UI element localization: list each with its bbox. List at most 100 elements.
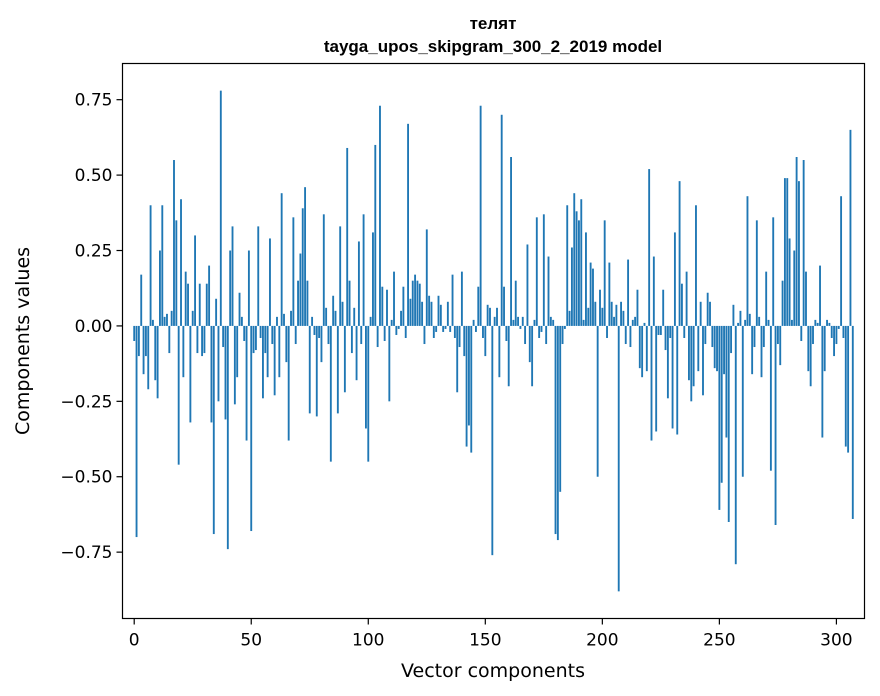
bar [753, 325, 756, 348]
bar [807, 325, 810, 372]
bar [641, 325, 644, 378]
bar [236, 325, 239, 378]
bar [688, 325, 690, 381]
bar [744, 319, 747, 326]
y-axis-label: Components values [12, 247, 34, 435]
bar [842, 325, 845, 338]
bar [451, 274, 454, 326]
bar [173, 160, 175, 326]
bar [828, 322, 831, 326]
y-tick-label: 0.75 [75, 91, 113, 111]
bar [606, 325, 608, 338]
bar [547, 256, 550, 326]
bar [776, 325, 779, 345]
bar [182, 325, 185, 378]
bar [224, 325, 227, 420]
bar [587, 307, 590, 326]
bar [477, 286, 480, 326]
bar [409, 298, 412, 326]
y-tick-label: −0.25 [60, 392, 112, 412]
bar [329, 325, 332, 462]
bar [549, 316, 552, 326]
bar [290, 310, 292, 326]
bar [762, 325, 765, 348]
bar [404, 325, 407, 338]
bar [594, 301, 597, 326]
bar [666, 325, 669, 399]
bar [505, 325, 508, 341]
bar [669, 325, 672, 338]
bar [617, 325, 620, 592]
x-tick-label: 100 [352, 631, 384, 651]
bar [301, 208, 304, 326]
bar [758, 316, 761, 326]
bar [219, 90, 222, 326]
bar [166, 313, 168, 326]
bar [498, 325, 501, 378]
y-tick-label: −0.75 [60, 543, 112, 563]
bar [245, 325, 248, 441]
bar [517, 316, 520, 326]
bar [542, 214, 545, 326]
bar [229, 250, 232, 326]
bar [821, 325, 824, 438]
bar [327, 325, 330, 345]
bar [140, 274, 143, 326]
bar [168, 325, 171, 354]
bar [388, 325, 391, 402]
x-tick-label: 250 [703, 631, 735, 651]
bar [620, 301, 622, 326]
bar [210, 325, 213, 423]
bar [622, 310, 625, 326]
bar [524, 325, 527, 345]
bar [531, 325, 534, 387]
bar [325, 307, 328, 326]
bar [552, 319, 555, 326]
bar [425, 229, 428, 326]
bar [484, 325, 487, 357]
bar [545, 325, 548, 345]
bar [374, 144, 377, 326]
bar [144, 325, 147, 357]
bar [596, 325, 599, 477]
bar [402, 286, 405, 326]
bar [634, 316, 637, 326]
bar [833, 325, 835, 357]
bar [692, 325, 695, 387]
bar [704, 325, 707, 345]
bar [809, 325, 812, 387]
bar [805, 271, 807, 326]
bar [212, 325, 215, 535]
bar [437, 295, 440, 326]
bar [458, 325, 461, 348]
bar [292, 217, 295, 326]
bar [184, 271, 187, 326]
bar [479, 105, 482, 326]
x-tick-label: 300 [820, 631, 852, 651]
bar [580, 199, 583, 326]
bar [512, 319, 515, 326]
bar [720, 325, 723, 483]
bar [446, 301, 449, 326]
bar [283, 313, 285, 326]
bar [578, 220, 580, 326]
bar [322, 214, 325, 326]
bar [348, 280, 351, 326]
bar [533, 319, 536, 326]
bar [725, 325, 728, 438]
bar [215, 298, 218, 326]
bar [350, 325, 353, 354]
bar [837, 325, 840, 329]
bar [226, 325, 229, 550]
bar [151, 319, 154, 326]
bar [369, 316, 372, 326]
bar [769, 325, 772, 471]
bar [423, 325, 426, 345]
bar [788, 238, 791, 326]
bar [367, 325, 370, 462]
bar [252, 325, 255, 354]
bar [262, 325, 264, 399]
bar [826, 319, 828, 326]
